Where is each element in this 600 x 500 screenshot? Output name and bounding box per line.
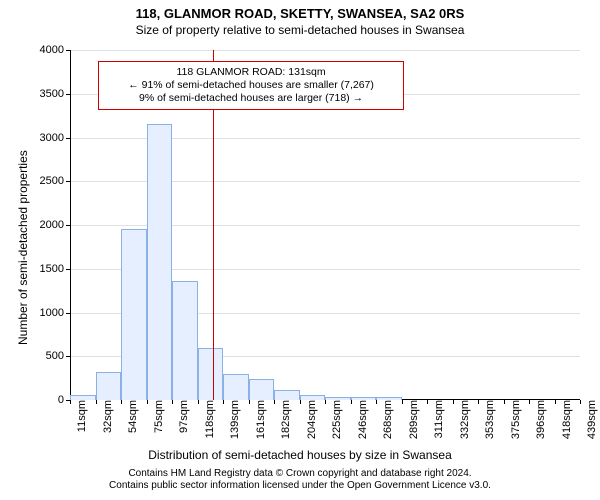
xtick-mark xyxy=(198,400,199,404)
ytick-label: 2000 xyxy=(40,219,70,231)
xtick-label: 396sqm xyxy=(533,400,547,439)
xtick-mark xyxy=(249,400,250,404)
xtick-label: 289sqm xyxy=(406,400,420,439)
histogram-bar xyxy=(147,124,173,401)
annotation-line: ← 91% of semi-detached houses are smalle… xyxy=(105,79,397,92)
xtick-label: 139sqm xyxy=(227,400,241,439)
histogram-bar xyxy=(274,390,300,401)
y-axis-line xyxy=(70,50,71,400)
ytick-label: 500 xyxy=(46,350,70,362)
annotation-box: 118 GLANMOR ROAD: 131sqm← 91% of semi-de… xyxy=(98,61,404,110)
xtick-label: 418sqm xyxy=(559,400,573,439)
gridline-h xyxy=(70,50,580,51)
annotation-line: 118 GLANMOR ROAD: 131sqm xyxy=(105,66,397,79)
xtick-label: 97sqm xyxy=(176,400,190,433)
xtick-label: 32sqm xyxy=(100,400,114,433)
ytick-label: 3000 xyxy=(40,132,70,144)
histogram-bar xyxy=(223,374,249,400)
xtick-mark xyxy=(325,400,326,404)
xtick-mark xyxy=(274,400,275,404)
histogram-bar xyxy=(121,229,147,400)
xtick-mark xyxy=(121,400,122,404)
ytick-label: 1000 xyxy=(40,307,70,319)
ytick-label: 4000 xyxy=(40,44,70,56)
xtick-mark xyxy=(453,400,454,404)
xtick-label: 353sqm xyxy=(482,400,496,439)
xtick-mark xyxy=(300,400,301,404)
chart-container: { "chart": { "type": "histogram", "title… xyxy=(0,0,600,500)
ytick-label: 3500 xyxy=(40,88,70,100)
ytick-label: 0 xyxy=(58,394,70,406)
xtick-label: 246sqm xyxy=(355,400,369,439)
xtick-label: 311sqm xyxy=(431,400,445,438)
xtick-mark xyxy=(402,400,403,404)
xtick-mark xyxy=(147,400,148,404)
xtick-mark xyxy=(351,400,352,404)
x-axis-label: Distribution of semi-detached houses by … xyxy=(0,448,600,462)
xtick-label: 54sqm xyxy=(125,400,139,433)
attribution-line-1: Contains HM Land Registry data © Crown c… xyxy=(0,468,600,479)
xtick-mark xyxy=(70,400,71,404)
chart-title: 118, GLANMOR ROAD, SKETTY, SWANSEA, SA2 … xyxy=(0,6,600,21)
xtick-label: 225sqm xyxy=(329,400,343,439)
xtick-label: 182sqm xyxy=(278,400,292,439)
xtick-label: 118sqm xyxy=(202,400,216,438)
histogram-bar xyxy=(172,281,198,400)
xtick-mark xyxy=(223,400,224,404)
xtick-mark xyxy=(529,400,530,404)
xtick-mark xyxy=(172,400,173,404)
ytick-label: 2500 xyxy=(40,175,70,187)
ytick-label: 1500 xyxy=(40,263,70,275)
histogram-bar xyxy=(249,379,275,400)
xtick-label: 161sqm xyxy=(253,400,267,439)
xtick-mark xyxy=(376,400,377,404)
xtick-label: 439sqm xyxy=(584,400,598,439)
chart-subtitle: Size of property relative to semi-detach… xyxy=(0,23,600,37)
xtick-mark xyxy=(580,400,581,404)
xtick-label: 332sqm xyxy=(457,400,471,439)
attribution-line-2: Contains public sector information licen… xyxy=(0,480,600,491)
xtick-label: 204sqm xyxy=(304,400,318,439)
histogram-bar xyxy=(96,372,122,400)
annotation-line: 9% of semi-detached houses are larger (7… xyxy=(105,92,397,105)
xtick-mark xyxy=(427,400,428,404)
xtick-label: 268sqm xyxy=(380,400,394,439)
xtick-label: 75sqm xyxy=(151,400,165,433)
xtick-mark xyxy=(478,400,479,404)
histogram-bar xyxy=(198,348,224,401)
xtick-label: 375sqm xyxy=(508,400,522,439)
xtick-label: 11sqm xyxy=(74,400,88,432)
y-axis-label: Number of semi-detached properties xyxy=(16,150,30,345)
xtick-mark xyxy=(555,400,556,404)
xtick-mark xyxy=(504,400,505,404)
plot-area: 0500100015002000250030003500400011sqm32s… xyxy=(70,50,580,400)
xtick-mark xyxy=(96,400,97,404)
